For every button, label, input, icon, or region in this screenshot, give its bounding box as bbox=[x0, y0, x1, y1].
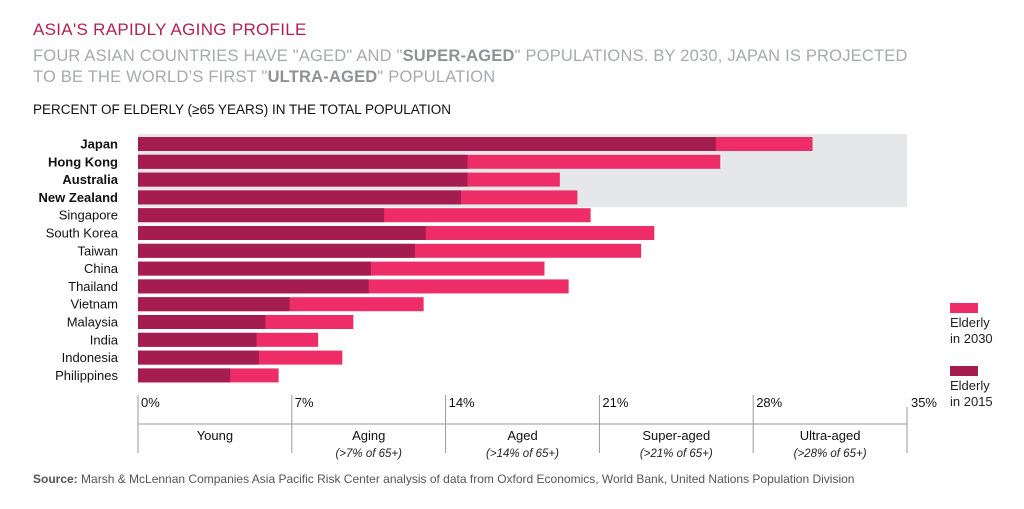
x-tick-label: 35% bbox=[911, 395, 937, 410]
source-label: Source: bbox=[33, 472, 78, 486]
source-text: Marsh & McLennan Companies Asia Pacific … bbox=[77, 472, 855, 486]
category-label: Australia bbox=[62, 172, 118, 187]
category-label: Singapore bbox=[59, 208, 118, 223]
bar-2015 bbox=[138, 154, 468, 169]
subtitle-bold-2: ULTRA-AGED bbox=[267, 68, 378, 86]
legend-label-2015: Elderly in 2015 bbox=[950, 378, 993, 410]
bar-2015 bbox=[138, 172, 468, 187]
band-label: Ultra-aged bbox=[800, 428, 861, 443]
subtitle-part-2: " POPULATIONS. BY 2030, JAPAN IS PROJECT… bbox=[33, 47, 908, 86]
x-tick-label: 7% bbox=[295, 395, 314, 410]
category-label: Indonesia bbox=[62, 350, 119, 365]
category-label: New Zealand bbox=[39, 190, 119, 205]
subtitle-part-1: FOUR ASIAN COUNTRIES HAVE "AGED" AND " bbox=[33, 47, 403, 65]
band-label: Aging bbox=[352, 428, 385, 443]
band-sublabel: (>14% of 65+) bbox=[486, 448, 559, 460]
category-label: Hong Kong bbox=[48, 154, 118, 169]
legend-label-2030: Elderly in 2030 bbox=[950, 315, 993, 347]
category-label: India bbox=[90, 332, 119, 347]
band-label: Super-aged bbox=[642, 428, 710, 443]
bar-2015 bbox=[138, 332, 257, 347]
chart-title-main: ASIA'S RAPIDLY AGING PROFILE bbox=[33, 20, 307, 39]
category-label: Thailand bbox=[68, 279, 118, 294]
x-tick-label: 21% bbox=[602, 395, 628, 410]
bar-2015 bbox=[138, 243, 415, 258]
chart-heading: PERCENT OF ELDERLY (≥65 YEARS) IN THE TO… bbox=[33, 102, 452, 117]
bar-2015 bbox=[138, 190, 461, 205]
chart-subtitle: FOUR ASIAN COUNTRIES HAVE "AGED" AND "SU… bbox=[33, 46, 933, 88]
bar-2015 bbox=[138, 226, 426, 240]
bar-2015 bbox=[138, 368, 231, 383]
category-label: Taiwan bbox=[78, 243, 118, 258]
subtitle-part-3: " POPULATION bbox=[377, 68, 496, 86]
band-label: Young bbox=[197, 428, 233, 443]
band-sublabel: (>28% of 65+) bbox=[794, 448, 867, 460]
legend-line-2: in 2015 bbox=[950, 394, 993, 409]
band-label: Aged bbox=[507, 428, 537, 443]
bar-2015 bbox=[138, 315, 266, 329]
x-tick-label: 28% bbox=[756, 395, 782, 410]
legend-line-2: in 2030 bbox=[950, 331, 993, 346]
bar-2015 bbox=[138, 350, 259, 365]
bar-2015 bbox=[138, 261, 371, 276]
bar-2015 bbox=[138, 137, 716, 151]
band-sublabel: (>21% of 65+) bbox=[640, 448, 713, 460]
x-tick-label: 0% bbox=[141, 395, 160, 410]
legend-line-1: Elderly bbox=[950, 315, 990, 330]
bar-2015 bbox=[138, 208, 385, 223]
legend-line-1: Elderly bbox=[950, 378, 990, 393]
band-sublabel: (>7% of 65+) bbox=[335, 448, 402, 460]
bar-2015 bbox=[138, 279, 369, 294]
x-tick-label: 14% bbox=[449, 395, 475, 410]
bar-2015 bbox=[138, 297, 290, 312]
category-label: Philippines bbox=[55, 368, 118, 383]
category-label: South Korea bbox=[46, 226, 119, 241]
category-label: Vietnam bbox=[71, 297, 118, 312]
legend-swatch-2015 bbox=[950, 366, 978, 376]
legend-swatch-2030 bbox=[950, 303, 978, 313]
category-label: Japan bbox=[80, 137, 118, 152]
subtitle-bold-1: SUPER-AGED bbox=[402, 47, 515, 65]
category-label: Malaysia bbox=[67, 315, 119, 330]
category-label: China bbox=[84, 261, 119, 276]
source-note: Source: Marsh & McLennan Companies Asia … bbox=[33, 472, 854, 486]
